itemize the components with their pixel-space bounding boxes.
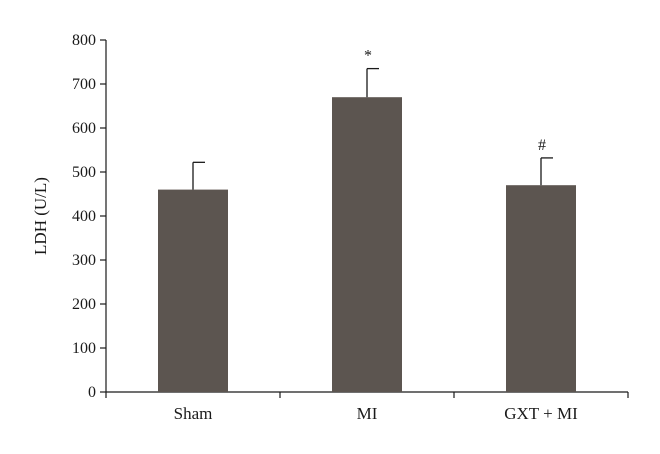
y-tick-label: 700	[72, 76, 96, 93]
y-axis-title: LDH (U/L)	[31, 177, 50, 255]
y-tick-label: 100	[72, 340, 96, 357]
y-tick-label: 600	[72, 120, 96, 137]
y-tick-label: 400	[72, 208, 96, 225]
y-tick-label: 200	[72, 296, 96, 313]
y-tick-label: 800	[72, 32, 96, 49]
x-category-label: Sham	[174, 404, 213, 423]
significance-marker: *	[364, 48, 372, 65]
x-category-label: MI	[357, 404, 378, 423]
y-tick-label: 500	[72, 164, 96, 181]
x-category-label: GXT + MI	[504, 404, 578, 423]
bar	[158, 189, 228, 392]
bar	[506, 185, 576, 392]
y-tick-label: 300	[72, 252, 96, 269]
y-tick-label: 0	[88, 384, 96, 401]
bar	[332, 97, 402, 392]
significance-marker: #	[538, 137, 546, 154]
